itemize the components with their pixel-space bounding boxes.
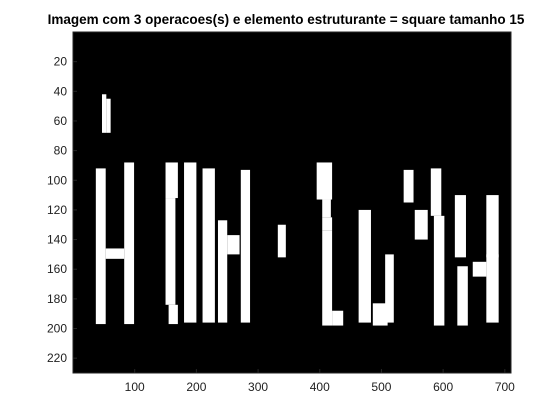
plot-border: [72, 31, 512, 374]
foreground-region: [95, 168, 106, 325]
y-tick-label: 40: [54, 84, 68, 98]
foreground-region: [372, 303, 388, 326]
y-tick-label: 180: [47, 292, 67, 306]
foreground-region: [316, 162, 333, 200]
foreground-region: [358, 209, 371, 323]
x-tick-label: 200: [186, 380, 206, 394]
foreground-region: [322, 230, 333, 326]
x-tick-label: 600: [433, 380, 453, 394]
x-tick-label: 700: [495, 380, 515, 394]
foreground-region: [385, 254, 394, 323]
foreground-region: [430, 168, 442, 216]
x-tick-label: 300: [248, 380, 268, 394]
y-tick-label: 100: [47, 173, 67, 187]
x-axis: 100 200 300 400 500 600 700: [125, 369, 515, 394]
foreground-region: [217, 220, 228, 323]
y-tick-label: 60: [54, 114, 68, 128]
foreground-region: [124, 162, 135, 325]
foreground-region: [322, 199, 331, 218]
y-tick-label: 200: [47, 322, 67, 336]
foreground-region: [101, 94, 107, 133]
y-tick-label: 140: [47, 233, 67, 247]
foreground-region: [202, 168, 215, 323]
foreground-region: [414, 209, 428, 240]
x-tick-label: 400: [310, 380, 330, 394]
foreground-region: [472, 261, 487, 277]
y-tick-label: 160: [47, 262, 67, 276]
foreground-region: [322, 217, 333, 231]
foreground-region: [106, 98, 111, 133]
foreground-region: [277, 224, 286, 258]
foreground-region: [433, 215, 445, 326]
foreground-region: [486, 195, 499, 258]
y-tick-label: 220: [47, 351, 67, 365]
foreground-region: [486, 254, 499, 323]
foreground-region: [168, 304, 178, 325]
foreground-region: [403, 169, 414, 203]
x-tick-label: 100: [125, 380, 145, 394]
foreground-region: [165, 162, 178, 199]
foreground-region: [240, 169, 251, 323]
y-tick-label: 20: [54, 55, 68, 69]
foreground-region: [184, 162, 197, 323]
foreground-region: [457, 266, 468, 326]
foreground-region: [105, 248, 125, 259]
y-tick-label: 80: [54, 144, 68, 158]
y-axis: 20 40 60 80 100 120 140 160 180 200 220: [47, 55, 77, 365]
foreground-region: [332, 310, 344, 326]
image-area: [73, 32, 511, 373]
foreground-region: [165, 198, 176, 305]
y-tick-label: 120: [47, 203, 67, 217]
chart-title: Imagem com 3 operacoes(s) e elemento est…: [48, 12, 525, 27]
foreground-region: [227, 235, 240, 255]
foreground-regions: [95, 94, 499, 326]
foreground-region: [454, 195, 466, 258]
x-tick-label: 500: [371, 380, 391, 394]
